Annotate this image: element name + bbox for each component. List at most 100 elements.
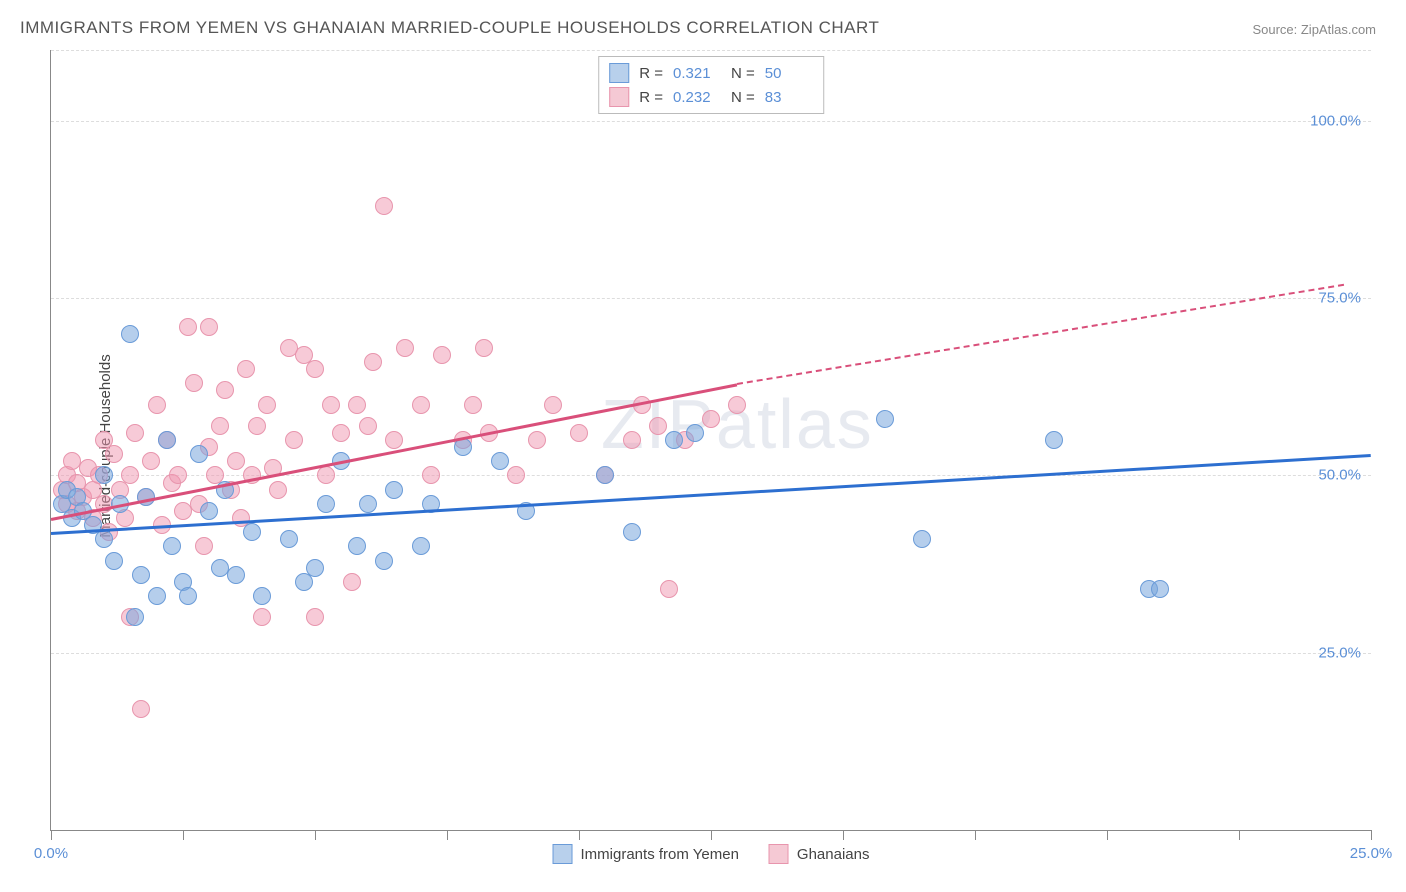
stats-row-yemen: R = 0.321 N = 50	[609, 61, 813, 85]
scatter-point-yemen	[105, 552, 123, 570]
scatter-point-ghana	[728, 396, 746, 414]
ytick-label: 25.0%	[1318, 644, 1361, 661]
xtick	[183, 830, 184, 840]
swatch-ghana-icon	[609, 87, 629, 107]
xtick	[51, 830, 52, 840]
scatter-point-yemen	[385, 481, 403, 499]
n-label: N =	[731, 89, 755, 106]
scatter-point-yemen	[280, 530, 298, 548]
n-value-yemen: 50	[765, 65, 813, 82]
scatter-point-yemen	[491, 452, 509, 470]
scatter-point-ghana	[348, 396, 366, 414]
scatter-point-ghana	[570, 424, 588, 442]
swatch-yemen-icon	[609, 63, 629, 83]
scatter-point-ghana	[195, 537, 213, 555]
scatter-point-yemen	[121, 325, 139, 343]
ytick-label: 100.0%	[1310, 112, 1361, 129]
scatter-point-ghana	[237, 360, 255, 378]
scatter-point-yemen	[665, 431, 683, 449]
scatter-point-yemen	[686, 424, 704, 442]
xtick	[1107, 830, 1108, 840]
r-label: R =	[639, 89, 663, 106]
scatter-point-ghana	[475, 339, 493, 357]
r-value-ghana: 0.232	[673, 89, 721, 106]
bottom-legend: Immigrants from Yemen Ghanaians	[553, 844, 870, 864]
scatter-point-ghana	[332, 424, 350, 442]
scatter-point-yemen	[253, 587, 271, 605]
scatter-point-yemen	[348, 537, 366, 555]
stats-legend: R = 0.321 N = 50 R = 0.232 N = 83	[598, 56, 824, 114]
xtick	[1239, 830, 1240, 840]
scatter-point-ghana	[306, 360, 324, 378]
scatter-point-yemen	[596, 466, 614, 484]
scatter-point-ghana	[623, 431, 641, 449]
scatter-point-ghana	[211, 417, 229, 435]
scatter-point-yemen	[412, 537, 430, 555]
scatter-point-yemen	[1045, 431, 1063, 449]
swatch-ghana-icon	[769, 844, 789, 864]
gridline	[51, 121, 1371, 122]
scatter-point-yemen	[375, 552, 393, 570]
scatter-point-ghana	[179, 318, 197, 336]
chart-title: IMMIGRANTS FROM YEMEN VS GHANAIAN MARRIE…	[20, 18, 879, 38]
scatter-point-yemen	[190, 445, 208, 463]
scatter-point-ghana	[185, 374, 203, 392]
scatter-point-ghana	[227, 452, 245, 470]
scatter-point-ghana	[248, 417, 266, 435]
xtick-label: 25.0%	[1350, 845, 1393, 862]
ytick-label: 50.0%	[1318, 467, 1361, 484]
scatter-point-ghana	[169, 466, 187, 484]
legend-label-yemen: Immigrants from Yemen	[581, 846, 739, 863]
scatter-point-yemen	[158, 431, 176, 449]
swatch-yemen-icon	[553, 844, 573, 864]
legend-item-yemen: Immigrants from Yemen	[553, 844, 739, 864]
scatter-point-ghana	[200, 318, 218, 336]
scatter-point-ghana	[132, 700, 150, 718]
scatter-point-ghana	[464, 396, 482, 414]
scatter-point-ghana	[258, 396, 276, 414]
scatter-point-ghana	[364, 353, 382, 371]
scatter-point-ghana	[375, 197, 393, 215]
scatter-point-ghana	[322, 396, 340, 414]
scatter-point-yemen	[306, 559, 324, 577]
scatter-point-ghana	[507, 466, 525, 484]
scatter-point-ghana	[105, 445, 123, 463]
n-label: N =	[731, 65, 755, 82]
scatter-point-ghana	[385, 431, 403, 449]
scatter-point-yemen	[243, 523, 261, 541]
scatter-point-yemen	[913, 530, 931, 548]
scatter-point-ghana	[285, 431, 303, 449]
legend-item-ghana: Ghanaians	[769, 844, 870, 864]
xtick-label: 0.0%	[34, 845, 68, 862]
scatter-chart: ZIPatlas R = 0.321 N = 50 R = 0.232 N = …	[50, 50, 1371, 831]
scatter-point-ghana	[433, 346, 451, 364]
scatter-point-ghana	[142, 452, 160, 470]
scatter-point-yemen	[95, 466, 113, 484]
scatter-point-yemen	[132, 566, 150, 584]
scatter-point-ghana	[702, 410, 720, 428]
scatter-point-yemen	[1151, 580, 1169, 598]
xtick	[1371, 830, 1372, 840]
scatter-point-ghana	[121, 466, 139, 484]
ytick-label: 75.0%	[1318, 290, 1361, 307]
scatter-point-yemen	[227, 566, 245, 584]
scatter-point-ghana	[412, 396, 430, 414]
r-value-yemen: 0.321	[673, 65, 721, 82]
scatter-point-ghana	[306, 608, 324, 626]
scatter-point-yemen	[126, 608, 144, 626]
r-label: R =	[639, 65, 663, 82]
scatter-point-yemen	[317, 495, 335, 513]
scatter-point-ghana	[216, 381, 234, 399]
scatter-point-ghana	[148, 396, 166, 414]
scatter-point-yemen	[95, 530, 113, 548]
scatter-point-ghana	[343, 573, 361, 591]
scatter-point-yemen	[623, 523, 641, 541]
scatter-point-ghana	[253, 608, 271, 626]
scatter-point-yemen	[200, 502, 218, 520]
scatter-point-ghana	[317, 466, 335, 484]
legend-label-ghana: Ghanaians	[797, 846, 870, 863]
scatter-point-yemen	[359, 495, 377, 513]
source-label: Source: ZipAtlas.com	[1252, 22, 1376, 37]
scatter-point-ghana	[269, 481, 287, 499]
xtick	[447, 830, 448, 840]
